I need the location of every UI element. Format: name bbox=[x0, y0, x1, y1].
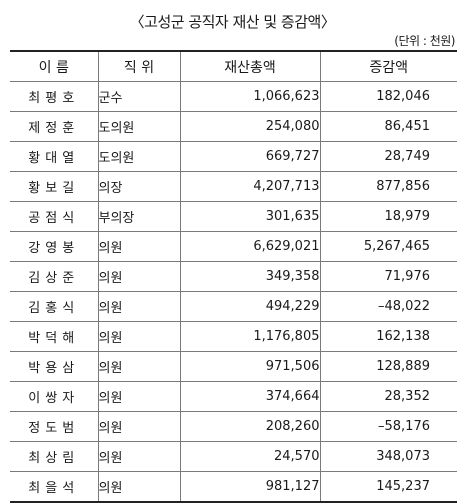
official-name: 황대열 bbox=[10, 141, 98, 172]
table-row: 황대열 도의원 669,727 28,749 bbox=[10, 141, 457, 172]
total-assets: 971,506 bbox=[179, 351, 320, 382]
table-row: 황보길 의장 4,207,713 877,856 bbox=[10, 171, 457, 202]
table-row: 정도범 의원 208,260 –58,176 bbox=[10, 411, 457, 442]
asset-change: 877,856 bbox=[319, 171, 457, 202]
official-name: 강영봉 bbox=[10, 231, 98, 262]
table-row: 최상림 의원 24,570 348,073 bbox=[10, 441, 457, 472]
official-name: 정도범 bbox=[10, 411, 98, 442]
total-assets: 6,629,021 bbox=[179, 231, 320, 262]
official-position: 도의원 bbox=[97, 111, 180, 142]
asset-change: 128,889 bbox=[319, 351, 457, 382]
table-row: 이쌍자 의원 374,664 28,352 bbox=[10, 381, 457, 412]
official-position: 도의원 bbox=[97, 141, 180, 172]
header-assets: 재산총액 bbox=[179, 50, 320, 82]
official-position: 부의장 bbox=[97, 201, 180, 232]
table-row: 박덕해 의원 1,176,805 162,138 bbox=[10, 321, 457, 352]
asset-change: 5,267,465 bbox=[319, 231, 457, 262]
official-position: 의원 bbox=[97, 441, 180, 472]
total-assets: 24,570 bbox=[179, 441, 320, 472]
total-assets: 981,127 bbox=[179, 471, 320, 503]
official-position: 의원 bbox=[97, 471, 180, 503]
total-assets: 494,229 bbox=[179, 291, 320, 322]
official-name: 최상림 bbox=[10, 441, 98, 472]
total-assets: 301,635 bbox=[179, 201, 320, 232]
asset-table: 이 름 직 위 재산총액 증감액 최평호 군수 1,066,623 182,04… bbox=[10, 50, 457, 503]
table-row: 강영봉 의원 6,629,021 5,267,465 bbox=[10, 231, 457, 262]
official-name: 제정훈 bbox=[10, 111, 98, 142]
asset-change: 28,352 bbox=[319, 381, 457, 412]
official-position: 의장 bbox=[97, 171, 180, 202]
asset-change: 348,073 bbox=[319, 441, 457, 472]
asset-change: 71,976 bbox=[319, 261, 457, 292]
official-name: 김상준 bbox=[10, 261, 98, 292]
asset-change: 145,237 bbox=[319, 471, 457, 503]
asset-change: –48,022 bbox=[319, 291, 457, 322]
official-name: 김홍식 bbox=[10, 291, 98, 322]
table-row: 최을석 의원 981,127 145,237 bbox=[10, 471, 457, 503]
asset-change: 182,046 bbox=[319, 81, 457, 112]
official-name: 황보길 bbox=[10, 171, 98, 202]
official-name: 박덕해 bbox=[10, 321, 98, 352]
official-position: 의원 bbox=[97, 381, 180, 412]
official-name: 최평호 bbox=[10, 81, 98, 112]
total-assets: 254,080 bbox=[179, 111, 320, 142]
table-row: 제정훈 도의원 254,080 86,451 bbox=[10, 111, 457, 142]
official-position: 의원 bbox=[97, 321, 180, 352]
header-change: 증감액 bbox=[319, 50, 457, 82]
total-assets: 208,260 bbox=[179, 411, 320, 442]
asset-change: 162,138 bbox=[319, 321, 457, 352]
table-row: 김상준 의원 349,358 71,976 bbox=[10, 261, 457, 292]
asset-change: 86,451 bbox=[319, 111, 457, 142]
official-position: 의원 bbox=[97, 291, 180, 322]
table-row: 공점식 부의장 301,635 18,979 bbox=[10, 201, 457, 232]
total-assets: 1,176,805 bbox=[179, 321, 320, 352]
asset-change: 28,749 bbox=[319, 141, 457, 172]
official-name: 이쌍자 bbox=[10, 381, 98, 412]
unit-label: (단위 : 천원) bbox=[394, 34, 455, 48]
official-name: 공점식 bbox=[10, 201, 98, 232]
table-title: 〈고성군 공직자 재산 및 증감액〉 bbox=[129, 13, 336, 31]
table-row: 최평호 군수 1,066,623 182,046 bbox=[10, 81, 457, 112]
official-position: 군수 bbox=[97, 81, 180, 112]
total-assets: 1,066,623 bbox=[179, 81, 320, 112]
table-row: 박용삼 의원 971,506 128,889 bbox=[10, 351, 457, 382]
header-row: 이 름 직 위 재산총액 증감액 bbox=[10, 50, 457, 82]
official-name: 최을석 bbox=[10, 471, 98, 503]
total-assets: 669,727 bbox=[179, 141, 320, 172]
header-position: 직 위 bbox=[97, 50, 180, 82]
header-name: 이 름 bbox=[10, 50, 98, 82]
total-assets: 349,358 bbox=[179, 261, 320, 292]
asset-change: –58,176 bbox=[319, 411, 457, 442]
official-position: 의원 bbox=[97, 231, 180, 262]
official-position: 의원 bbox=[97, 351, 180, 382]
official-position: 의원 bbox=[97, 411, 180, 442]
asset-change: 18,979 bbox=[319, 201, 457, 232]
table-row: 김홍식 의원 494,229 –48,022 bbox=[10, 291, 457, 322]
total-assets: 374,664 bbox=[179, 381, 320, 412]
official-position: 의원 bbox=[97, 261, 180, 292]
total-assets: 4,207,713 bbox=[179, 171, 320, 202]
official-name: 박용삼 bbox=[10, 351, 98, 382]
